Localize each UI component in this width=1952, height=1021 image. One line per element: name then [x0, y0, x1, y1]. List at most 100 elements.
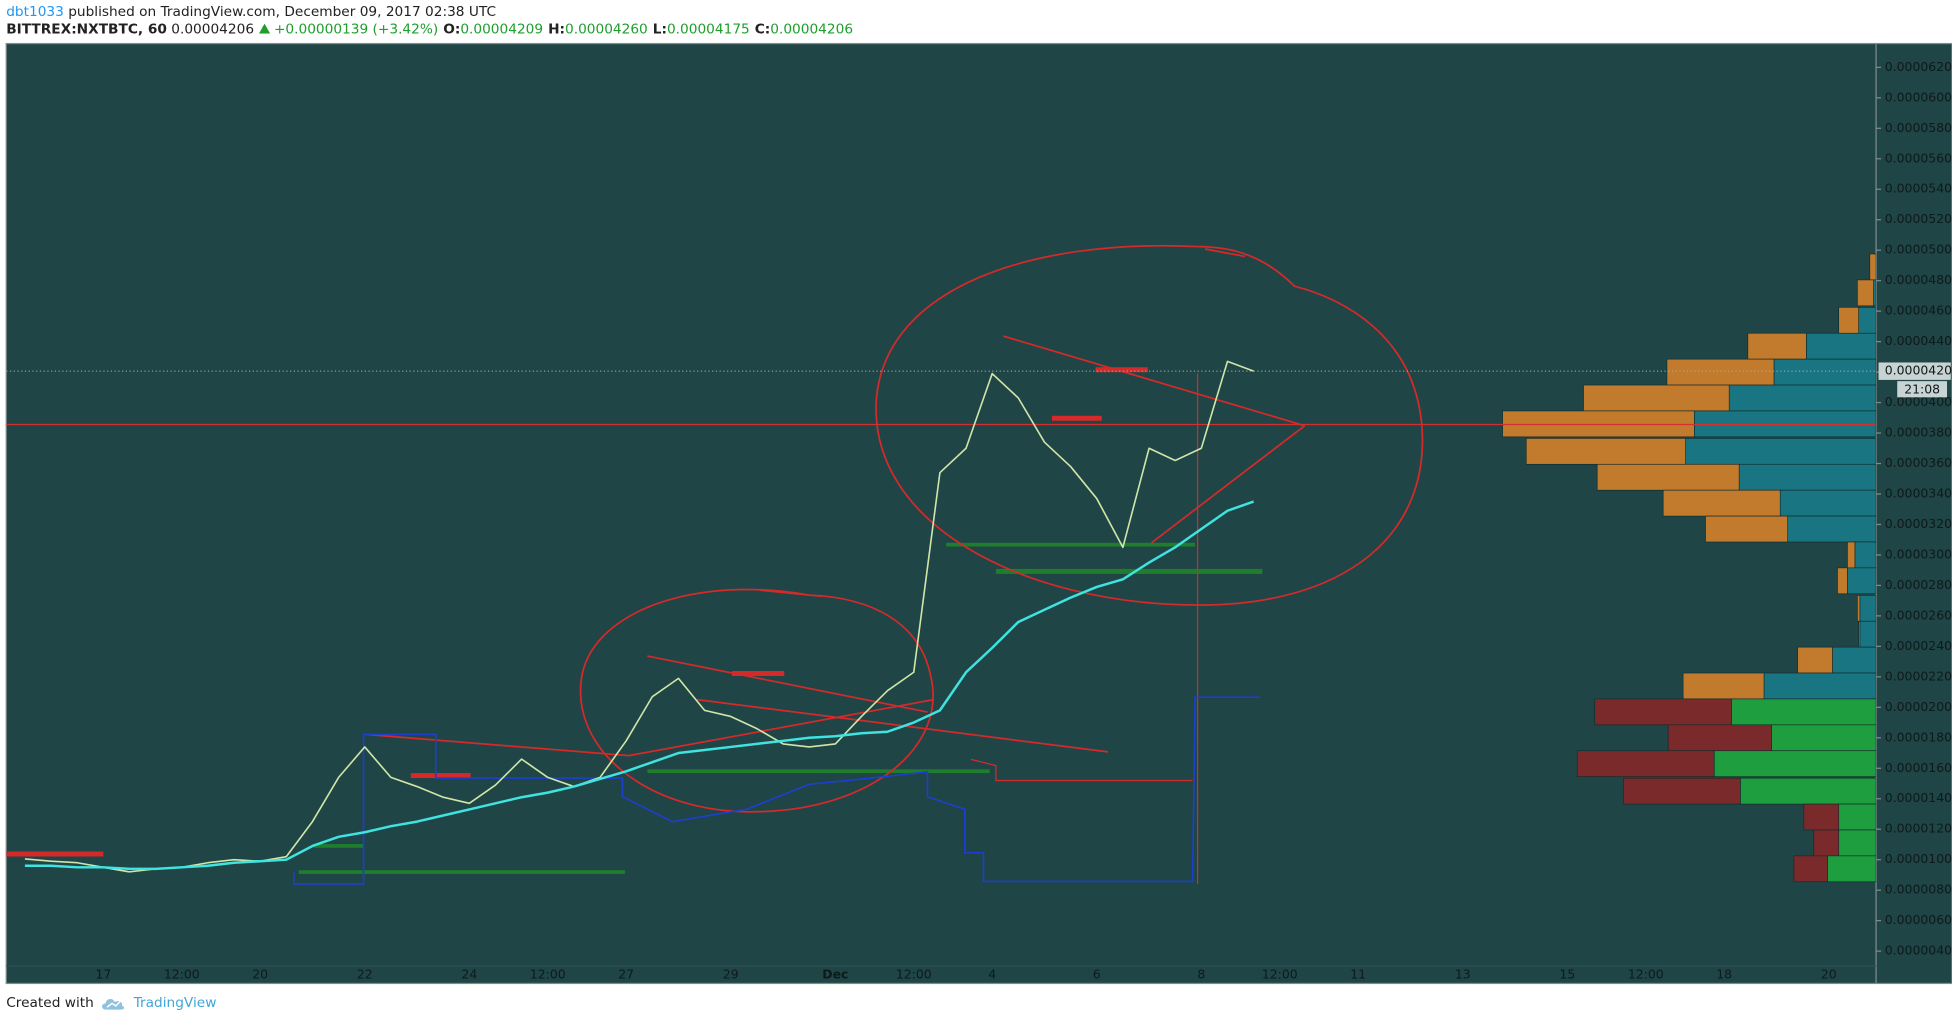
trend-line — [1151, 425, 1306, 544]
profile-up-bar — [1857, 279, 1874, 307]
last-price-box — [1878, 362, 1951, 380]
x-tick-label: 12:00 — [896, 966, 932, 981]
x-tick-label: 20 — [1821, 966, 1837, 981]
profile-down-bar — [1787, 515, 1877, 543]
level-marker — [410, 773, 471, 779]
profile-up-bar — [1857, 595, 1861, 622]
footer: Created with TradingView — [6, 995, 216, 1011]
profile-up-bar — [1838, 307, 1859, 334]
symbol: BITTREX:NXTBTC, 60 — [6, 21, 167, 38]
level-marker — [1095, 367, 1148, 373]
brand-logo[interactable] — [101, 995, 126, 1010]
x-tick-label: 6 — [1093, 966, 1101, 981]
profile-up-bar — [1623, 777, 1741, 805]
profile-up-bar — [1858, 620, 1861, 648]
ohlc-label: C: — [754, 21, 771, 38]
level-marker — [946, 542, 1196, 547]
profile-down-bar — [1738, 463, 1877, 491]
x-tick-label: 12:00 — [164, 966, 200, 981]
x-tick-label: 18 — [1716, 966, 1732, 981]
footer-text: Created with — [6, 994, 94, 1011]
brand[interactable]: TradingView — [133, 994, 217, 1011]
trend-line — [628, 698, 934, 757]
stop-line — [970, 758, 1193, 782]
header-line: dbt1033 published on TradingView.com, De… — [6, 4, 496, 20]
ohlc-label: O: — [443, 21, 461, 38]
profile-down-bar — [1859, 620, 1877, 648]
ohlc-label: L: — [652, 21, 667, 38]
profile-up-bar — [1837, 567, 1848, 595]
profile-up-bar — [1793, 855, 1828, 883]
ellipse-annotation — [875, 244, 1424, 606]
change: +0.00000139 (+3.42%) — [273, 21, 439, 38]
profile-up-bar — [1666, 358, 1775, 386]
profile-up-bar — [1662, 489, 1781, 517]
level-marker — [313, 844, 364, 848]
profile-down-bar — [1859, 595, 1877, 622]
x-tick-label: 24 — [461, 966, 477, 981]
x-tick-label: 22 — [357, 966, 373, 981]
profile-down-bar — [1832, 646, 1877, 674]
annotations — [6, 244, 1424, 885]
last-price-label: 0.00004206 — [1885, 363, 1952, 378]
profile-down-bar — [1779, 489, 1877, 517]
profile-down-bar — [1728, 384, 1877, 412]
profile-up-bar — [1576, 750, 1715, 777]
profile-up-bar — [1847, 541, 1856, 569]
x-tick-label: 15 — [1559, 966, 1575, 981]
profile-up-bar — [1583, 384, 1730, 412]
ellipse-annotation — [579, 588, 934, 813]
profile-up-bar — [1596, 463, 1740, 491]
level-marker — [732, 671, 785, 676]
x-tick-label: 4 — [988, 966, 996, 981]
profile-down-bar — [1854, 541, 1877, 569]
profile-down-bar — [1847, 567, 1877, 595]
y-tick-label: 0.00006200 — [1885, 59, 1952, 74]
x-tick-label: 17 — [95, 966, 111, 981]
author[interactable]: dbt1033 — [6, 3, 64, 20]
profile-down-bar — [1858, 307, 1877, 334]
level-marker — [995, 568, 1263, 574]
ohlc: O:0.00004209 H:0.00004260 L:0.00004175 C:0.… — [438, 21, 853, 37]
x-tick-label: 20 — [252, 966, 268, 981]
x-tick-label: 8 — [1197, 966, 1205, 981]
up-arrow — [258, 23, 270, 34]
profile-up-bar — [1803, 803, 1840, 831]
x-tick-label: 27 — [618, 966, 634, 981]
profile-up-bar — [1813, 829, 1840, 857]
countdown-label: 21:08 — [1904, 381, 1940, 396]
level-marker — [1051, 415, 1102, 421]
countdown-box — [1897, 381, 1948, 398]
profile-down-bar — [1838, 829, 1877, 857]
channel-line — [292, 696, 1260, 885]
x-tick-label: Dec — [822, 966, 848, 981]
plot-layer — [6, 253, 1877, 883]
profile-down-bar — [1806, 332, 1877, 360]
price-line — [24, 360, 1254, 873]
profile-down-bar — [1740, 777, 1877, 805]
profile-down-bar — [1873, 279, 1877, 307]
profile-down-bar — [1713, 750, 1877, 777]
profile-down-bar — [1763, 672, 1877, 700]
